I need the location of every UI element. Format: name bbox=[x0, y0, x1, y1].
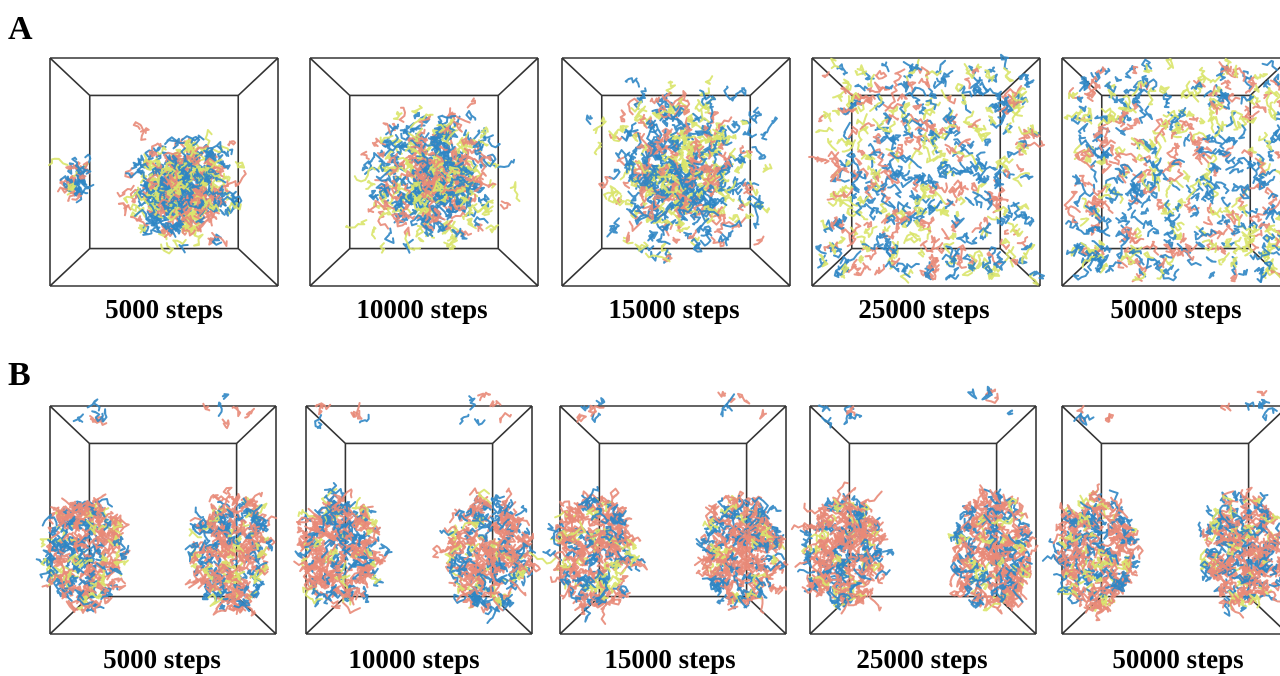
simulation-box-a-3 bbox=[561, 57, 791, 287]
simulation-box-a-2 bbox=[309, 57, 539, 287]
simulation-box-a-4 bbox=[808, 53, 1046, 287]
caption-b-4: 25000 steps bbox=[856, 644, 988, 674]
panel-a-5 bbox=[1060, 56, 1280, 288]
box-frame bbox=[49, 57, 279, 287]
panel-b-5 bbox=[1041, 390, 1280, 636]
panel-b-4 bbox=[790, 385, 1039, 636]
caption-b-2: 10000 steps bbox=[348, 644, 480, 674]
polymer-chains bbox=[808, 53, 1046, 286]
caption-a-2: 10000 steps bbox=[356, 294, 488, 324]
panel-b-2 bbox=[293, 391, 541, 636]
simulation-box-b-2 bbox=[293, 391, 541, 635]
caption-b-1: 5000 steps bbox=[103, 644, 221, 674]
polymer-chains bbox=[790, 385, 1039, 615]
caption-a-1: 5000 steps bbox=[105, 294, 223, 324]
panel-a-3 bbox=[560, 56, 792, 288]
polymer-chains bbox=[345, 97, 521, 254]
panel-a-2 bbox=[308, 56, 540, 288]
simulation-box-b-1 bbox=[35, 393, 278, 635]
box-frame bbox=[561, 57, 791, 287]
simulation-box-b-4 bbox=[790, 385, 1039, 635]
simulation-box-b-3 bbox=[528, 390, 789, 635]
simulation-box-b-5 bbox=[1041, 390, 1280, 635]
caption-b-5: 50000 steps bbox=[1112, 644, 1244, 674]
polymer-chains bbox=[48, 121, 247, 255]
caption-a-3: 15000 steps bbox=[608, 294, 740, 324]
polymer-chains bbox=[1041, 390, 1280, 622]
caption-a-4: 25000 steps bbox=[858, 294, 990, 324]
simulation-box-a-5 bbox=[1061, 57, 1280, 287]
row-label-a: A bbox=[8, 10, 33, 47]
polymer-chains bbox=[35, 393, 278, 617]
panel-b-1 bbox=[35, 393, 278, 636]
polymer-chains bbox=[585, 75, 778, 264]
caption-a-5: 50000 steps bbox=[1110, 294, 1242, 324]
caption-b-3: 15000 steps bbox=[604, 644, 736, 674]
polymer-chains bbox=[528, 390, 789, 625]
panel-a-1 bbox=[48, 56, 280, 288]
polymer-chains bbox=[293, 391, 541, 624]
panel-a-4 bbox=[808, 53, 1046, 288]
row-label-b: B bbox=[8, 356, 31, 393]
box-frame bbox=[309, 57, 539, 287]
simulation-box-a-1 bbox=[48, 57, 279, 287]
panel-b-3 bbox=[528, 390, 789, 636]
polymer-chains bbox=[1063, 57, 1280, 283]
